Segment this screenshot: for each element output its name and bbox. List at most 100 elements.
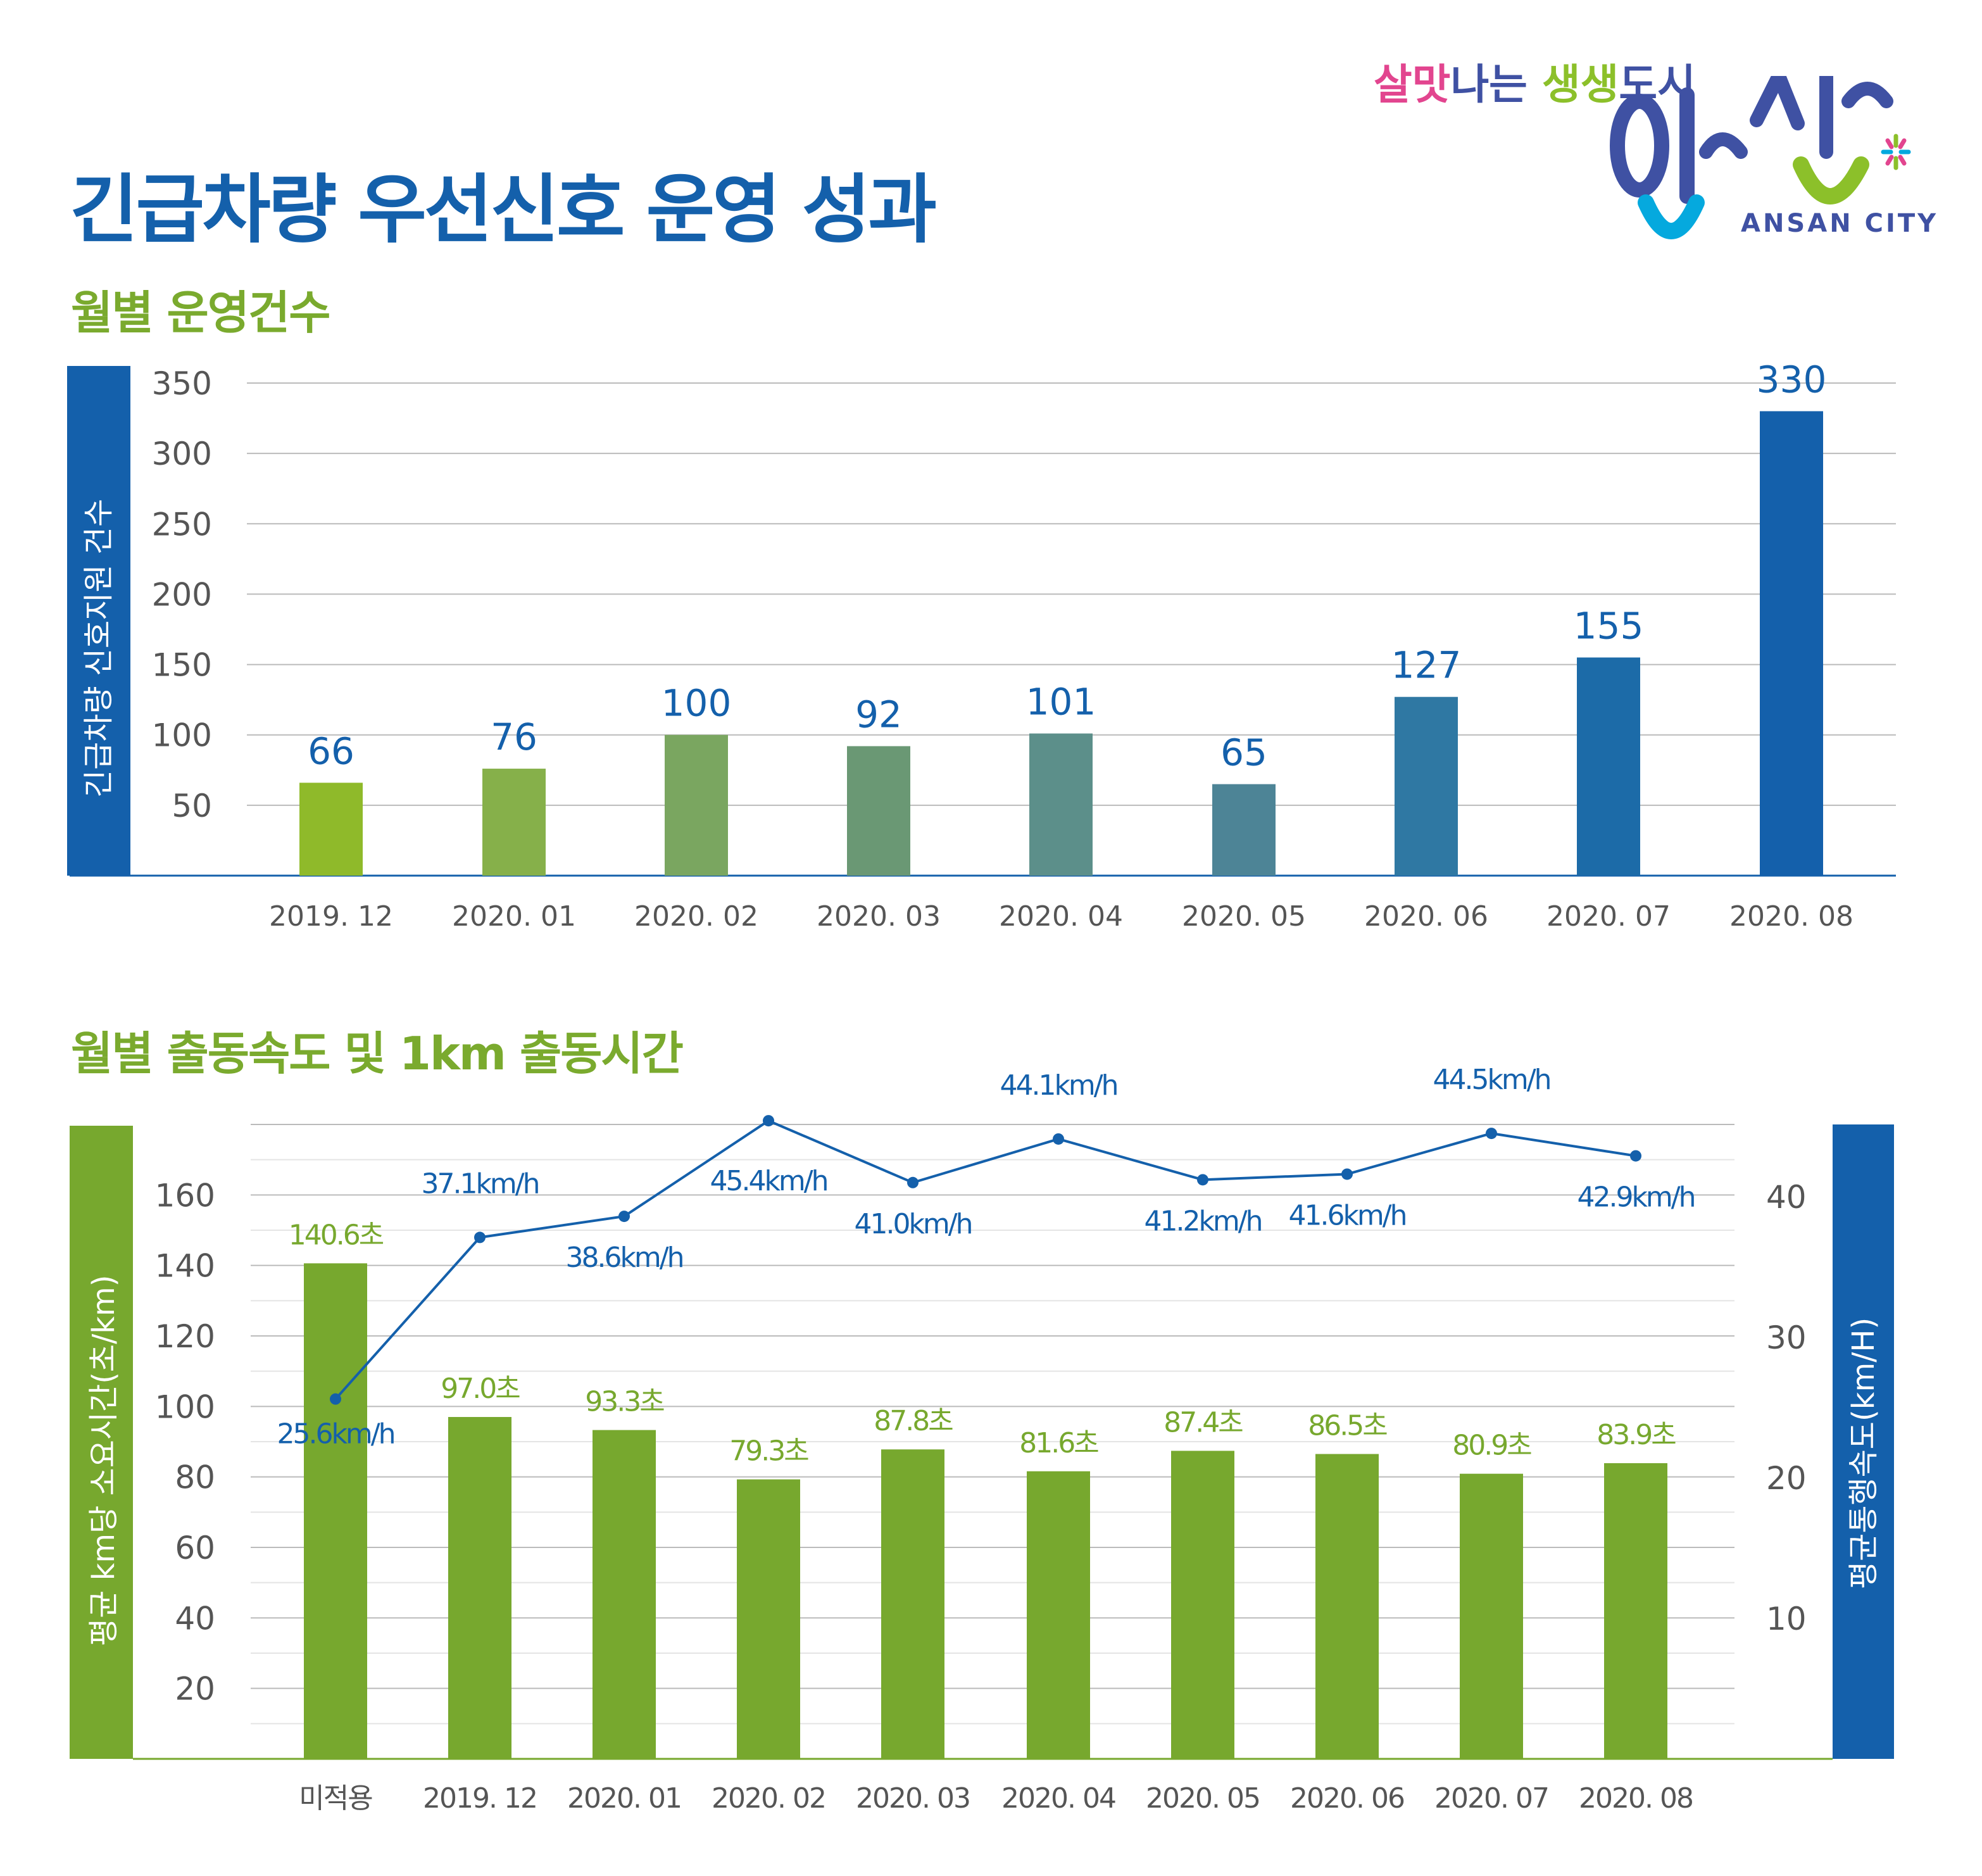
ansan-logo: [1610, 76, 1911, 239]
slogan-part: 살맛: [1374, 60, 1451, 109]
bar: [881, 1449, 944, 1759]
line-data-label: 41.0km/h: [854, 1208, 971, 1240]
line-point: [1197, 1174, 1208, 1186]
bar-data-label: 93.3초: [585, 1386, 664, 1418]
line-data-label: 44.1km/h: [1000, 1069, 1117, 1102]
line-data-label: 38.6km/h: [565, 1242, 682, 1274]
chart2-title: 월별 출동속도 및 1km 출동시간: [71, 1027, 684, 1080]
bar-data-label: 87.4초: [1163, 1406, 1243, 1438]
y-tick-label: 60: [175, 1530, 215, 1566]
speed-line: [334, 1119, 1636, 1401]
x-tick-label: 미적용: [299, 1782, 372, 1815]
page-title: 긴급차량 우선신호 운영 성과: [70, 166, 937, 253]
y-tick-label: 20: [175, 1671, 215, 1708]
bar: [665, 734, 728, 876]
line-data-label: 41.2km/h: [1144, 1205, 1261, 1237]
bar-data-label: 81.6초: [1019, 1427, 1098, 1459]
line-data-label: 41.6km/h: [1288, 1199, 1405, 1231]
line-point: [1486, 1128, 1497, 1140]
bar-data-label: 80.9초: [1452, 1430, 1531, 1462]
bar: [299, 783, 363, 876]
logo-english: ANSAN CITY: [1741, 209, 1939, 238]
x-tick-label: 2020. 04: [999, 900, 1123, 933]
y-tick-label: 100: [152, 717, 212, 754]
data-label: 101: [1026, 680, 1096, 723]
y-tick-label: 120: [155, 1318, 215, 1355]
data-label: 65: [1220, 731, 1267, 774]
y2-tick-label: 40: [1766, 1179, 1807, 1216]
bar-data-label: 79.3초: [729, 1435, 808, 1468]
y-tick-label: 150: [152, 647, 212, 684]
x-tick-label: 2020. 04: [1001, 1782, 1115, 1815]
bar: [482, 769, 546, 876]
data-label: 155: [1574, 604, 1644, 647]
x-tick-label: 2020. 07: [1434, 1782, 1548, 1815]
bar-data-label: 97.0초: [441, 1373, 520, 1405]
chart1-title: 월별 운영건수: [71, 286, 331, 339]
bar: [1027, 1471, 1090, 1759]
bar-data-label: 83.9초: [1596, 1419, 1676, 1451]
y2-axis-label: 평균통행속도(km/H): [1846, 1318, 1881, 1589]
bar: [1212, 784, 1276, 876]
line-data-label: 45.4km/h: [710, 1165, 827, 1197]
line-point: [330, 1393, 341, 1405]
line-point: [618, 1211, 630, 1223]
bar: [1171, 1451, 1234, 1759]
y-tick-label: 50: [172, 788, 212, 824]
y-tick-label: 140: [155, 1248, 215, 1285]
data-label: 76: [491, 715, 537, 759]
y-tick-label: 350: [152, 365, 212, 402]
x-tick-label: 2020. 05: [1146, 1782, 1260, 1815]
line-data-label: 42.9km/h: [1577, 1181, 1694, 1214]
bar: [448, 1417, 511, 1759]
x-tick-label: 2020. 06: [1290, 1782, 1404, 1815]
line-data-label: 25.6km/h: [277, 1418, 394, 1451]
y-tick-label: 250: [152, 506, 212, 543]
line-point: [1053, 1133, 1064, 1145]
y-tick-label: 160: [155, 1177, 215, 1214]
bar: [1577, 657, 1640, 876]
x-tick-label: 2020. 02: [634, 900, 758, 933]
bar: [1460, 1473, 1523, 1759]
y2-tick-label: 20: [1766, 1460, 1807, 1497]
bar-data-label: 140.6초: [289, 1219, 384, 1251]
y2-tick-label: 10: [1766, 1601, 1807, 1637]
y-axis-label-bar: [67, 366, 130, 876]
bar: [1760, 411, 1823, 876]
y-tick-label: 80: [175, 1459, 215, 1496]
slogan-part: 나는: [1450, 60, 1542, 109]
x-tick-label: 2020. 08: [1579, 1782, 1693, 1815]
bar: [737, 1479, 800, 1759]
line-point: [907, 1176, 919, 1188]
bar: [304, 1263, 367, 1759]
chart1: 긴급차량 신호지원 건수 50 100 150 200 250 300 350 66 2019. …: [67, 358, 1896, 933]
y-axis-label-bar: [70, 1126, 133, 1759]
y-tick-label: 200: [152, 576, 212, 613]
x-tick-label: 2020. 07: [1546, 900, 1671, 933]
bar: [1315, 1454, 1379, 1759]
bar-data-label: 87.8초: [874, 1405, 953, 1437]
bar: [1604, 1463, 1667, 1759]
line-point: [474, 1231, 486, 1243]
bar: [1395, 696, 1458, 876]
line-point: [1341, 1168, 1353, 1180]
data-label: 66: [308, 729, 354, 772]
x-tick-label: 2020. 03: [817, 900, 941, 933]
x-tick-label: 2019. 12: [269, 900, 393, 933]
bar: [1029, 733, 1093, 876]
bar: [593, 1430, 656, 1759]
line-point: [1630, 1150, 1641, 1162]
line-data-label: 44.5km/h: [1433, 1064, 1550, 1096]
y-axis-label: 평균 km당 소요시간(초/km): [86, 1275, 122, 1646]
bar: [847, 746, 910, 876]
data-label: 330: [1757, 358, 1827, 401]
x-tick-label: 2020. 03: [856, 1782, 970, 1815]
x-tick-label: 2019. 12: [423, 1782, 537, 1815]
y2-tick-label: 30: [1766, 1319, 1807, 1356]
slogan-part: 생생: [1541, 60, 1619, 109]
x-tick-label: 2020. 01: [567, 1782, 681, 1815]
line-point: [763, 1115, 774, 1127]
y-tick-label: 300: [152, 436, 212, 472]
y-tick-label: 40: [175, 1600, 215, 1637]
y-tick-label: 100: [155, 1388, 215, 1425]
